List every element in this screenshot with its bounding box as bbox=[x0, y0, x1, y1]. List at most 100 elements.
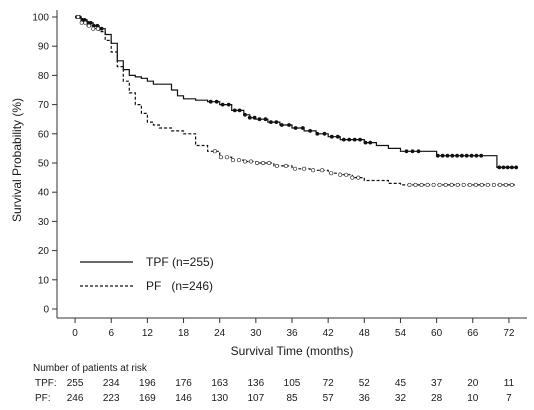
risk-value-tpf: 136 bbox=[248, 378, 265, 389]
censor-mark-pf bbox=[485, 182, 490, 187]
censor-mark-tpf bbox=[363, 140, 368, 145]
risk-value-pf: 28 bbox=[431, 393, 443, 404]
censor-mark-pf bbox=[96, 26, 101, 31]
censor-mark-pf bbox=[461, 182, 466, 187]
risk-value-pf: 146 bbox=[175, 393, 192, 404]
censor-mark-pf bbox=[249, 159, 254, 164]
censor-mark-tpf bbox=[416, 149, 421, 154]
survival-line-pf bbox=[75, 16, 515, 186]
censor-mark-pf bbox=[491, 182, 496, 187]
censor-mark-pf bbox=[302, 166, 307, 171]
censor-mark-tpf bbox=[368, 140, 373, 145]
x-axis-title: Survival Time (months) bbox=[231, 344, 354, 358]
risk-value-tpf: 234 bbox=[103, 378, 120, 389]
x-tick-label: 48 bbox=[359, 328, 371, 339]
x-tick-label: 30 bbox=[250, 328, 262, 339]
risk-value-pf: 130 bbox=[211, 393, 228, 404]
censor-mark-pf bbox=[320, 168, 325, 173]
chart-axes: 0 10 20 30 40 50 60 70 80 90 100 0 6 12 18 24 30 36 42 48 54… bbox=[32, 10, 527, 339]
censor-mark-tpf bbox=[445, 153, 450, 158]
censor-mark-pf bbox=[419, 182, 424, 187]
risk-value-tpf: 20 bbox=[467, 378, 479, 389]
legend: TPF (n=255) PF (n=246) bbox=[80, 255, 214, 293]
censor-mark-tpf bbox=[287, 123, 291, 127]
censor-mark-tpf bbox=[300, 126, 305, 130]
censor-mark-tpf bbox=[99, 26, 104, 31]
risk-value-pf: 107 bbox=[248, 393, 265, 404]
censor-mark-pf bbox=[218, 155, 223, 160]
censor-mark-tpf bbox=[474, 153, 479, 158]
risk-value-pf: 32 bbox=[395, 393, 407, 404]
censor-mark-tpf bbox=[460, 153, 464, 158]
censor-mark-pf bbox=[283, 163, 288, 168]
censor-mark-tpf bbox=[341, 137, 346, 142]
censor-mark-tpf bbox=[455, 153, 459, 158]
y-tick-label: 60 bbox=[38, 129, 50, 140]
survival-line-tpf bbox=[75, 16, 515, 168]
censor-mark-tpf bbox=[293, 126, 298, 130]
y-tick-label: 20 bbox=[38, 246, 50, 257]
censor-mark-tpf bbox=[226, 102, 231, 107]
y-tick-label: 30 bbox=[38, 217, 50, 228]
x-tick-label: 66 bbox=[467, 328, 479, 339]
censor-mark-pf bbox=[413, 182, 418, 187]
x-tick-label: 0 bbox=[72, 328, 78, 339]
y-tick-label: 10 bbox=[38, 275, 50, 286]
risk-value-pf: 7 bbox=[506, 393, 512, 404]
censor-mark-pf bbox=[455, 182, 460, 187]
censor-mark-tpf bbox=[274, 120, 279, 124]
censor-mark-tpf bbox=[335, 134, 340, 139]
risk-value-tpf: 255 bbox=[67, 378, 84, 389]
y-tick-label: 100 bbox=[32, 13, 49, 24]
censor-mark-pf bbox=[261, 161, 266, 166]
censor-mark-tpf bbox=[220, 102, 225, 107]
y-tick-label: 80 bbox=[38, 71, 50, 82]
survival-curves bbox=[75, 16, 515, 186]
censor-mark-pf bbox=[230, 158, 235, 163]
risk-value-pf: 223 bbox=[103, 393, 120, 404]
censor-mark-tpf bbox=[440, 153, 445, 158]
censor-mark-pf bbox=[224, 155, 229, 160]
risk-table: Number of patients at risk TPF: PF: 255 2… bbox=[33, 363, 515, 404]
censor-mark-pf bbox=[443, 182, 448, 187]
censor-mark-tpf bbox=[329, 134, 334, 139]
censor-mark-pf bbox=[338, 172, 343, 177]
censor-mark-tpf bbox=[88, 20, 93, 25]
x-tick-label: 36 bbox=[286, 328, 298, 339]
censor-mark-tpf bbox=[501, 165, 506, 170]
x-tick-label: 60 bbox=[431, 328, 443, 339]
censor-mark-pf bbox=[473, 182, 478, 187]
censor-mark-pf bbox=[350, 175, 355, 180]
risk-value-tpf: 45 bbox=[395, 378, 407, 389]
risk-value-pf: 246 bbox=[67, 393, 84, 404]
legend-label-tpf: TPF (n=255) bbox=[146, 255, 214, 269]
censor-mark-tpf bbox=[347, 137, 352, 142]
censor-mark-tpf bbox=[214, 99, 219, 104]
censor-mark-tpf bbox=[435, 153, 440, 158]
censor-mark-tpf bbox=[510, 165, 514, 170]
censor-mark-tpf bbox=[322, 131, 327, 136]
censor-marks bbox=[75, 15, 519, 187]
censor-mark-tpf bbox=[469, 153, 474, 158]
censor-mark-pf bbox=[243, 159, 248, 164]
censor-mark-pf bbox=[311, 168, 316, 173]
censor-mark-pf bbox=[91, 26, 96, 31]
censor-mark-tpf bbox=[505, 165, 510, 170]
censor-mark-pf bbox=[212, 149, 217, 154]
censor-mark-pf bbox=[479, 182, 484, 187]
censor-mark-tpf bbox=[464, 153, 469, 158]
risk-row-label-pf: PF: bbox=[35, 393, 51, 404]
risk-value-pf: 169 bbox=[139, 393, 156, 404]
censor-mark-pf bbox=[274, 163, 279, 168]
censor-mark-tpf bbox=[232, 108, 237, 113]
censor-mark-tpf bbox=[358, 137, 362, 142]
censor-mark-pf bbox=[431, 182, 436, 187]
censor-mark-pf bbox=[425, 182, 430, 187]
x-tick-label: 72 bbox=[503, 328, 515, 339]
censor-mark-pf bbox=[83, 20, 88, 25]
censor-mark-tpf bbox=[308, 129, 312, 133]
censor-mark-tpf bbox=[514, 165, 519, 170]
y-tick-label: 90 bbox=[38, 42, 50, 53]
censor-mark-pf bbox=[503, 182, 508, 187]
x-tick-label: 6 bbox=[108, 328, 114, 339]
